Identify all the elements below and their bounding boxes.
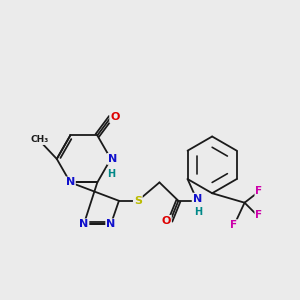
Text: N: N xyxy=(106,219,116,229)
Text: F: F xyxy=(255,210,262,220)
Text: N: N xyxy=(193,194,202,204)
Text: S: S xyxy=(134,196,142,206)
Text: N: N xyxy=(107,154,117,164)
Text: F: F xyxy=(255,186,262,196)
Text: O: O xyxy=(161,216,171,226)
Text: O: O xyxy=(110,112,120,122)
Text: H: H xyxy=(194,207,202,217)
Text: H: H xyxy=(107,169,116,179)
Text: N: N xyxy=(66,177,75,188)
Text: N: N xyxy=(79,219,88,229)
Text: F: F xyxy=(230,220,237,230)
Text: CH₃: CH₃ xyxy=(30,135,48,144)
